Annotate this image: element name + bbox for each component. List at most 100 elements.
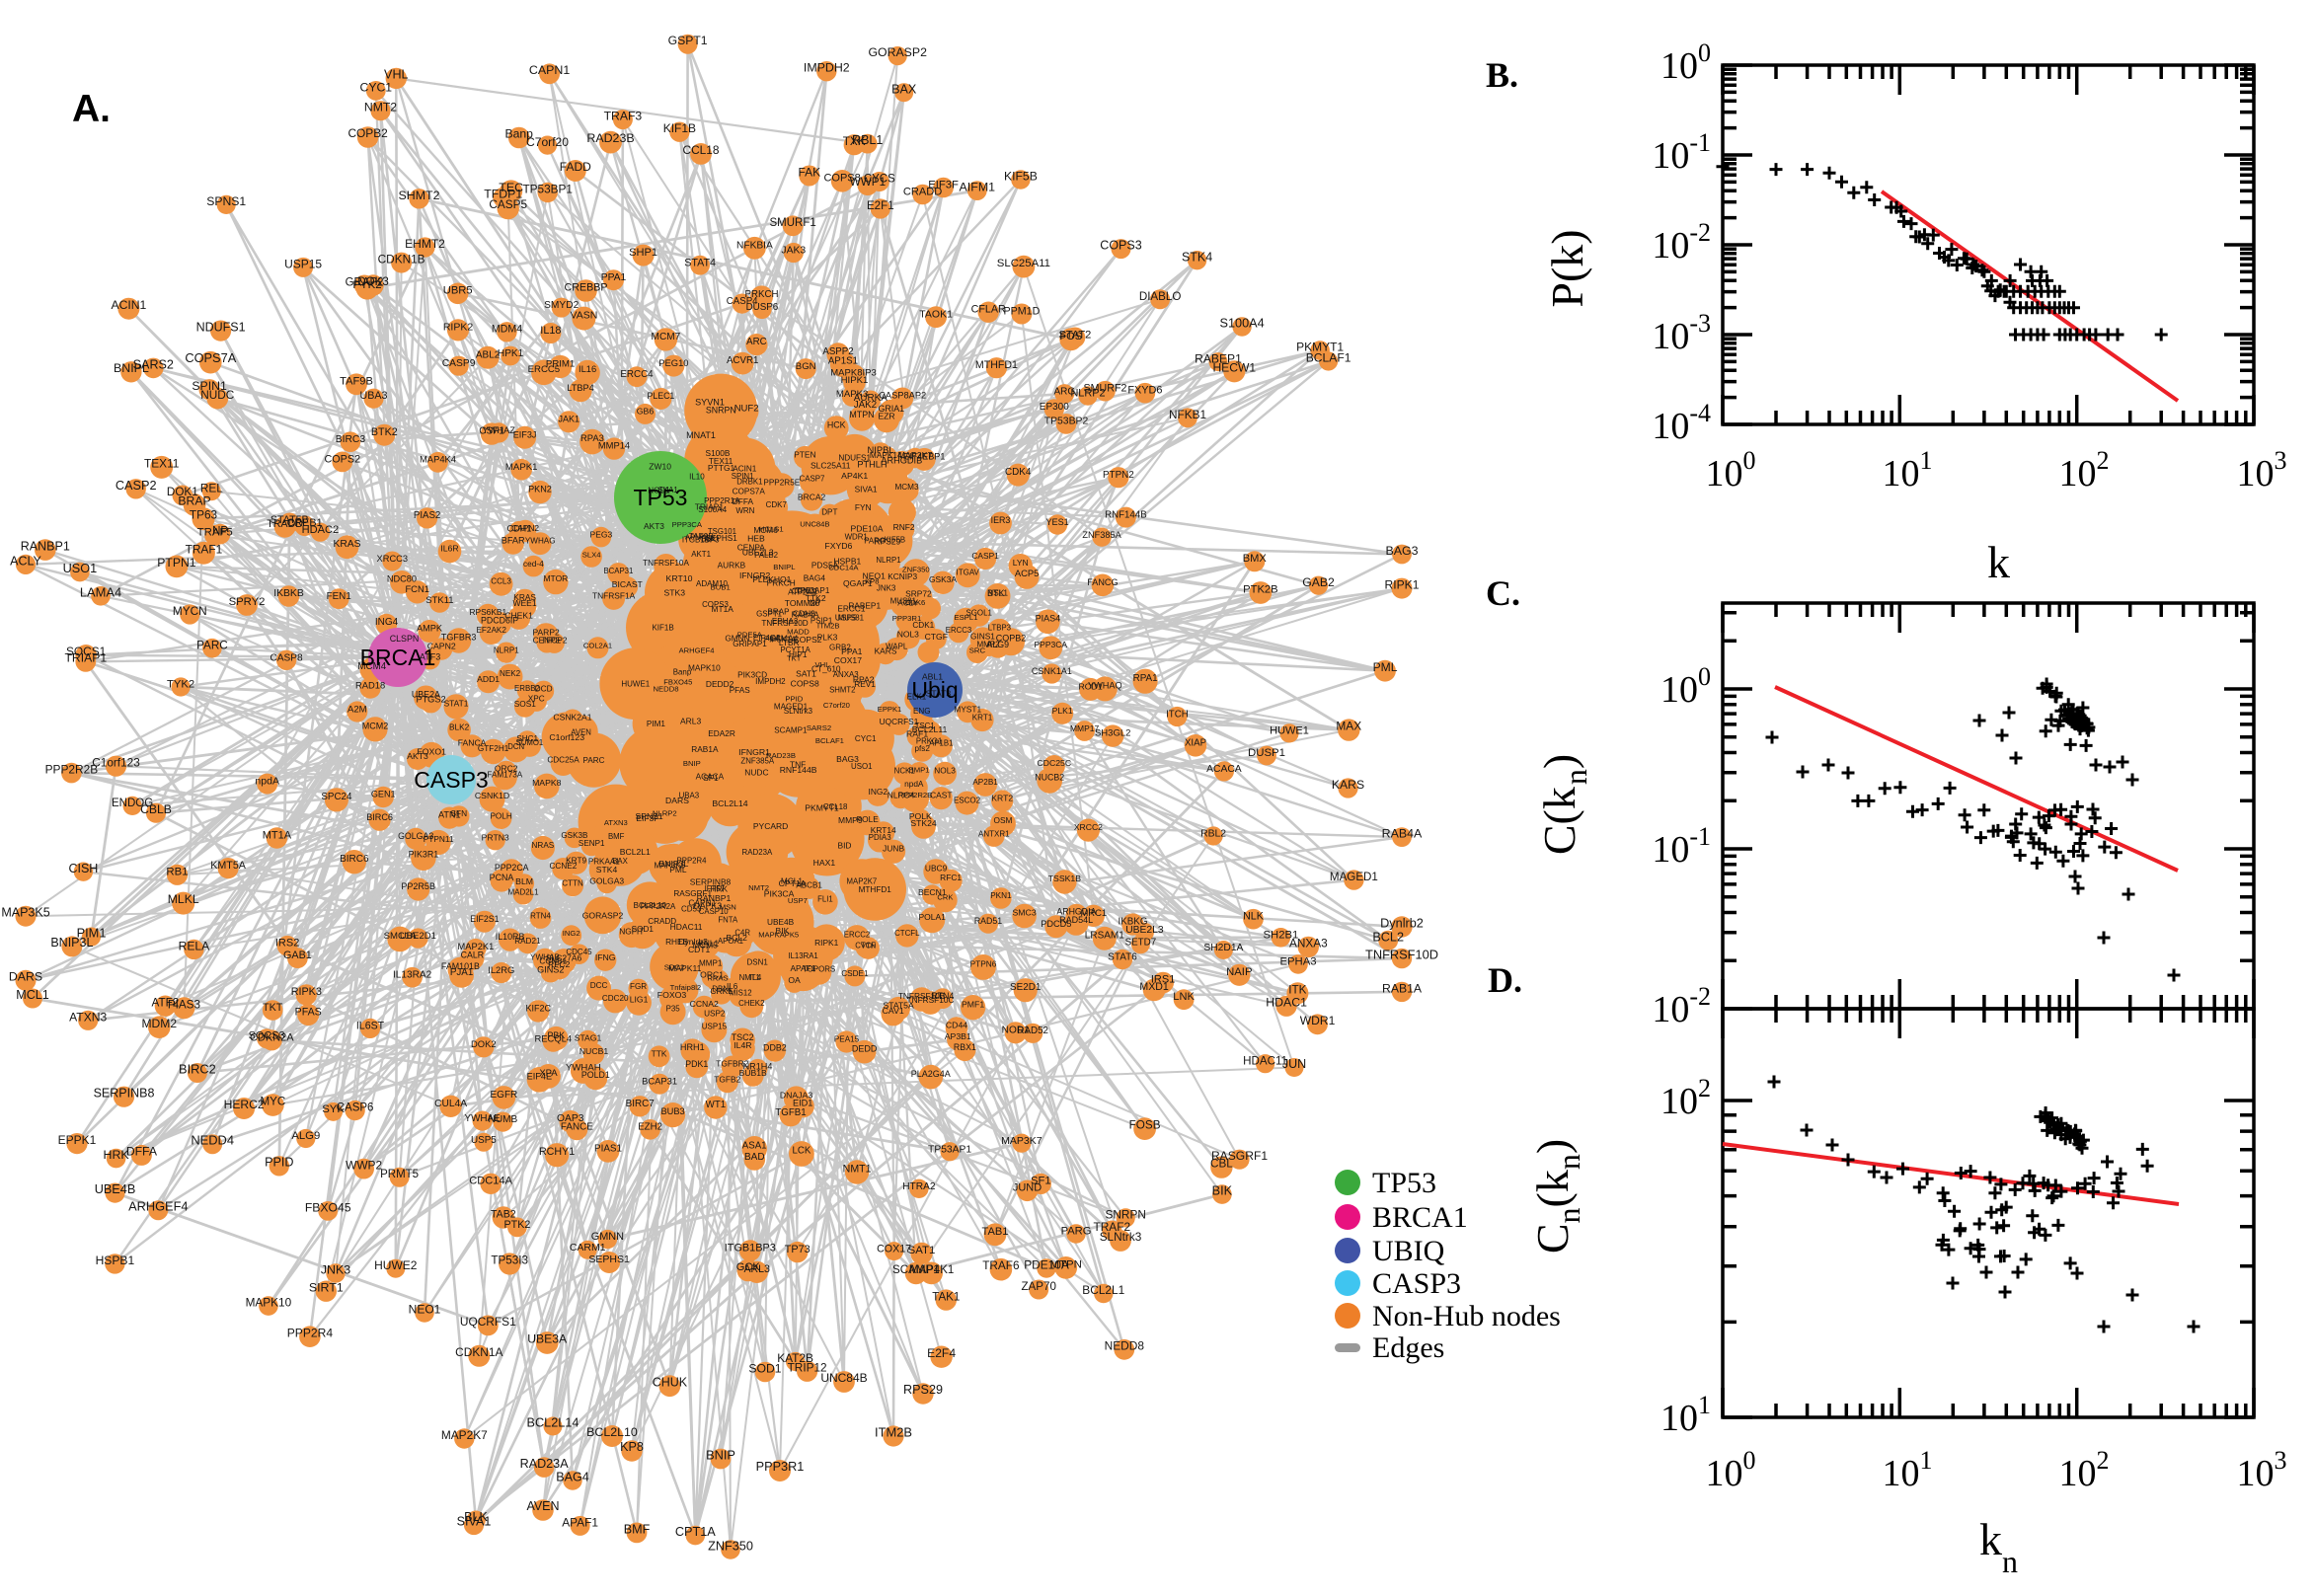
svg-text:HTRA2: HTRA2 (902, 1181, 936, 1192)
svg-text:GAB2: GAB2 (1302, 575, 1335, 589)
svg-text:EIF3J: EIF3J (513, 429, 537, 439)
svg-text:RIPK1: RIPK1 (814, 938, 839, 948)
svg-text:PKMYT1: PKMYT1 (805, 802, 839, 812)
svg-text:CHUK: CHUK (653, 1375, 688, 1389)
svg-text:ATXN3: ATXN3 (604, 818, 628, 827)
svg-text:RAD23A: RAD23A (520, 1457, 570, 1471)
svg-text:SENP1: SENP1 (579, 839, 605, 848)
svg-text:XRCC2: XRCC2 (1074, 822, 1103, 832)
svg-text:POLE: POLE (857, 814, 880, 824)
svg-text:LAMA4: LAMA4 (770, 634, 798, 644)
svg-text:S100A4: S100A4 (698, 505, 727, 514)
svg-text:YWHAQ: YWHAQ (1088, 681, 1122, 691)
svg-text:SRC: SRC (969, 646, 986, 654)
svg-text:PKMYT1: PKMYT1 (1296, 341, 1344, 354)
svg-text:RAB1A: RAB1A (1382, 981, 1423, 995)
svg-text:STAT6: STAT6 (1108, 952, 1137, 963)
svg-text:AP1S1: AP1S1 (828, 356, 858, 367)
svg-text:MTOR: MTOR (543, 573, 568, 583)
svg-text:SMURF2: SMURF2 (1084, 383, 1127, 395)
svg-text:NOD1: NOD1 (648, 487, 670, 495)
svg-text:GRAP2: GRAP2 (346, 276, 384, 288)
svg-text:MAPK1: MAPK1 (505, 462, 538, 473)
svg-text:OA: OA (788, 975, 801, 985)
svg-text:BAG3: BAG3 (1385, 544, 1418, 558)
svg-text:CDK7: CDK7 (766, 500, 788, 509)
svg-text:SDC2: SDC2 (664, 962, 685, 971)
svg-text:BUB1: BUB1 (711, 583, 731, 592)
svg-text:UBA3: UBA3 (360, 390, 388, 402)
svg-text:CDC14A: CDC14A (828, 564, 859, 572)
svg-text:UBE2A: UBE2A (412, 690, 440, 700)
svg-text:PRMT5: PRMT5 (380, 1169, 419, 1180)
svg-text:TSC1: TSC1 (915, 722, 935, 730)
svg-text:ERCC4: ERCC4 (620, 369, 654, 380)
svg-text:FANCG: FANCG (1087, 577, 1118, 587)
svg-text:ORC2: ORC2 (495, 764, 518, 774)
svg-text:TKT: TKT (263, 1002, 283, 1014)
svg-text:PP2R5B: PP2R5B (401, 881, 435, 891)
svg-text:FADD: FADD (560, 160, 591, 174)
svg-text:DPT: DPT (821, 508, 837, 517)
svg-text:ATXN3: ATXN3 (69, 1010, 107, 1024)
svg-text:RAD21: RAD21 (514, 937, 541, 946)
svg-text:RPA1: RPA1 (1133, 673, 1159, 684)
svg-text:UBIQ: UBIQ (1372, 1235, 1445, 1267)
svg-text:MAP3K5: MAP3K5 (655, 861, 686, 870)
svg-text:CHEK2: CHEK2 (738, 999, 764, 1008)
svg-text:TGFB2: TGFB2 (714, 1074, 740, 1084)
svg-text:BCL2: BCL2 (726, 933, 747, 943)
svg-text:TGFB1: TGFB1 (775, 1107, 806, 1118)
svg-text:AP1B1: AP1B1 (929, 739, 953, 748)
svg-text:BCL2L10: BCL2L10 (586, 1425, 638, 1439)
svg-text:CAPN1: CAPN1 (688, 897, 716, 907)
svg-text:TTK: TTK (652, 1049, 667, 1059)
svg-text:ORC1: ORC1 (700, 969, 724, 979)
svg-text:PTEN: PTEN (794, 449, 815, 459)
svg-text:BGN: BGN (796, 361, 816, 372)
svg-text:RASGRF1: RASGRF1 (673, 889, 712, 898)
svg-text:ERBB2: ERBB2 (514, 684, 540, 693)
svg-text:SLC25A11: SLC25A11 (997, 258, 1050, 269)
svg-text:RNF144B: RNF144B (1105, 510, 1147, 521)
svg-text:E2F1: E2F1 (867, 199, 894, 212)
svg-text:TGFBR3: TGFBR3 (441, 633, 477, 643)
svg-text:RAB4A: RAB4A (792, 609, 819, 619)
svg-text:CALR: CALR (461, 950, 484, 959)
svg-text:TOPORS: TOPORS (803, 964, 835, 973)
svg-text:CBLB: CBLB (140, 802, 172, 816)
svg-text:LCK: LCK (792, 1145, 811, 1156)
svg-text:MXD1: MXD1 (1139, 981, 1169, 993)
svg-text:IL10: IL10 (689, 473, 705, 482)
svg-text:PIP5K1A: PIP5K1A (764, 636, 797, 645)
svg-text:SARS2: SARS2 (807, 723, 831, 732)
svg-text:CDKN1B: CDKN1B (378, 252, 425, 266)
svg-text:USP2: USP2 (704, 1010, 726, 1019)
svg-text:GSPT1: GSPT1 (668, 34, 708, 47)
svg-text:CCND1: CCND1 (792, 587, 818, 596)
svg-text:MDM2: MDM2 (141, 1017, 177, 1030)
svg-text:CBL: CBL (1210, 1158, 1233, 1171)
svg-text:IFT57: IFT57 (705, 884, 725, 893)
svg-text:BRCA1: BRCA1 (1372, 1201, 1468, 1234)
svg-text:ARC: ARC (746, 337, 766, 347)
svg-text:UBC9: UBC9 (925, 864, 948, 874)
svg-text:SMC1A: SMC1A (384, 931, 418, 942)
svg-text:IFNGR1: IFNGR1 (738, 747, 770, 757)
svg-text:ACLY: ACLY (897, 598, 918, 607)
svg-text:PCYT1A: PCYT1A (781, 646, 811, 654)
svg-text:CRADD: CRADD (903, 186, 942, 197)
svg-text:DAPK3: DAPK3 (694, 900, 723, 910)
svg-text:ACLY: ACLY (10, 554, 41, 568)
svg-text:BCL2L1: BCL2L1 (620, 847, 651, 857)
svg-text:ING2: ING2 (869, 787, 888, 797)
svg-text:MAPK10: MAPK10 (688, 663, 721, 673)
svg-text:RABEP1: RABEP1 (1195, 351, 1242, 365)
svg-text:KIF5B: KIF5B (1004, 170, 1038, 184)
svg-text:TFDP1: TFDP1 (484, 188, 522, 201)
svg-text:AIFM1: AIFM1 (960, 181, 996, 194)
svg-text:PDS5A: PDS5A (811, 560, 839, 570)
svg-text:NMT2: NMT2 (748, 883, 769, 892)
svg-text:RPS29: RPS29 (903, 1383, 943, 1397)
svg-text:BCLAF1: BCLAF1 (815, 736, 844, 745)
